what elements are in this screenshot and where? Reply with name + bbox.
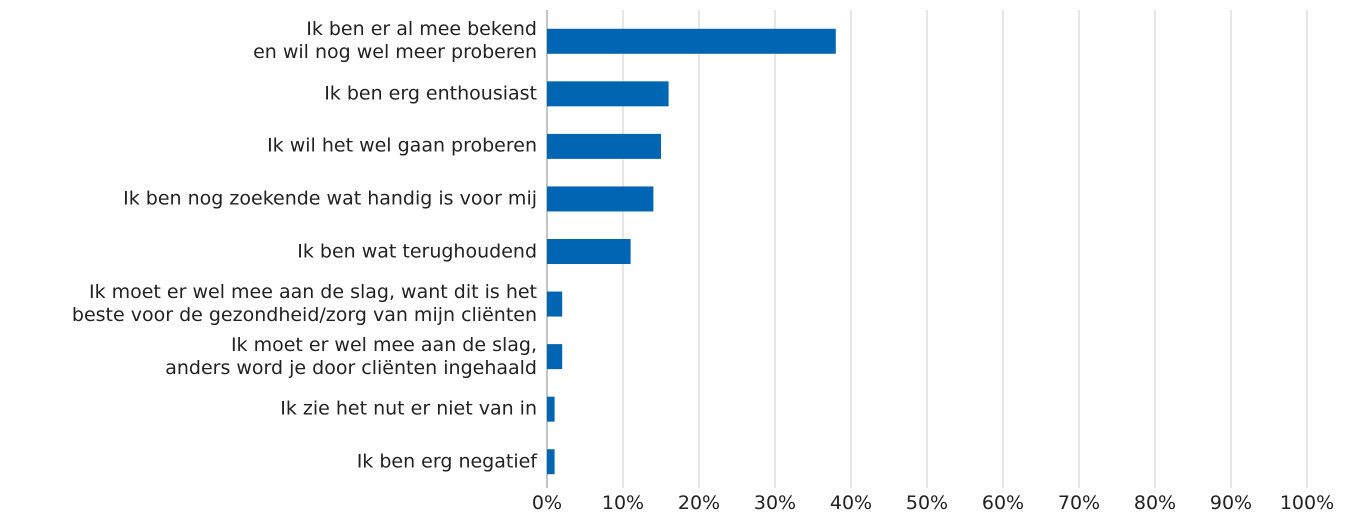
y-tick-label: Ik moet er wel mee aan de slag, want dit… bbox=[71, 281, 537, 327]
bar bbox=[547, 28, 836, 54]
bar bbox=[547, 344, 563, 370]
y-tick-label: Ik zie het nut er niet van in bbox=[280, 397, 537, 420]
x-tick-label: 20% bbox=[677, 492, 721, 514]
y-tick-label: Ik wil het wel gaan proberen bbox=[267, 134, 537, 157]
y-tick-label: Ik ben erg negatief bbox=[356, 450, 537, 473]
x-tick-label: 0% bbox=[531, 492, 563, 514]
x-tick-label: 30% bbox=[753, 492, 797, 514]
bar bbox=[547, 239, 631, 264]
x-tick-label: 90% bbox=[1209, 492, 1253, 514]
bar bbox=[547, 396, 555, 422]
x-tick-label: 80% bbox=[1133, 492, 1177, 514]
x-tick-label: 100% bbox=[1279, 492, 1335, 514]
bar bbox=[547, 291, 563, 317]
bar bbox=[547, 186, 654, 212]
x-tick-label: 50% bbox=[905, 492, 949, 514]
y-tick-label: Ik ben wat terughoudend bbox=[297, 240, 537, 262]
bar bbox=[547, 449, 555, 475]
x-tick-label: 60% bbox=[981, 492, 1025, 514]
x-tick-label: 10% bbox=[601, 492, 645, 514]
y-tick-label: Ik moet er wel mee aan de slag, anders w… bbox=[165, 333, 537, 379]
x-tick-label: 70% bbox=[1057, 492, 1101, 514]
bar bbox=[547, 81, 669, 107]
x-tick-label: 40% bbox=[829, 492, 873, 514]
y-tick-label: Ik ben er al mee bekend en wil nog wel m… bbox=[253, 18, 537, 64]
y-tick-label: Ik ben nog zoekende wat handig is voor m… bbox=[123, 187, 537, 210]
y-tick-label: Ik ben erg enthousiast bbox=[324, 82, 537, 105]
bar bbox=[547, 133, 661, 159]
